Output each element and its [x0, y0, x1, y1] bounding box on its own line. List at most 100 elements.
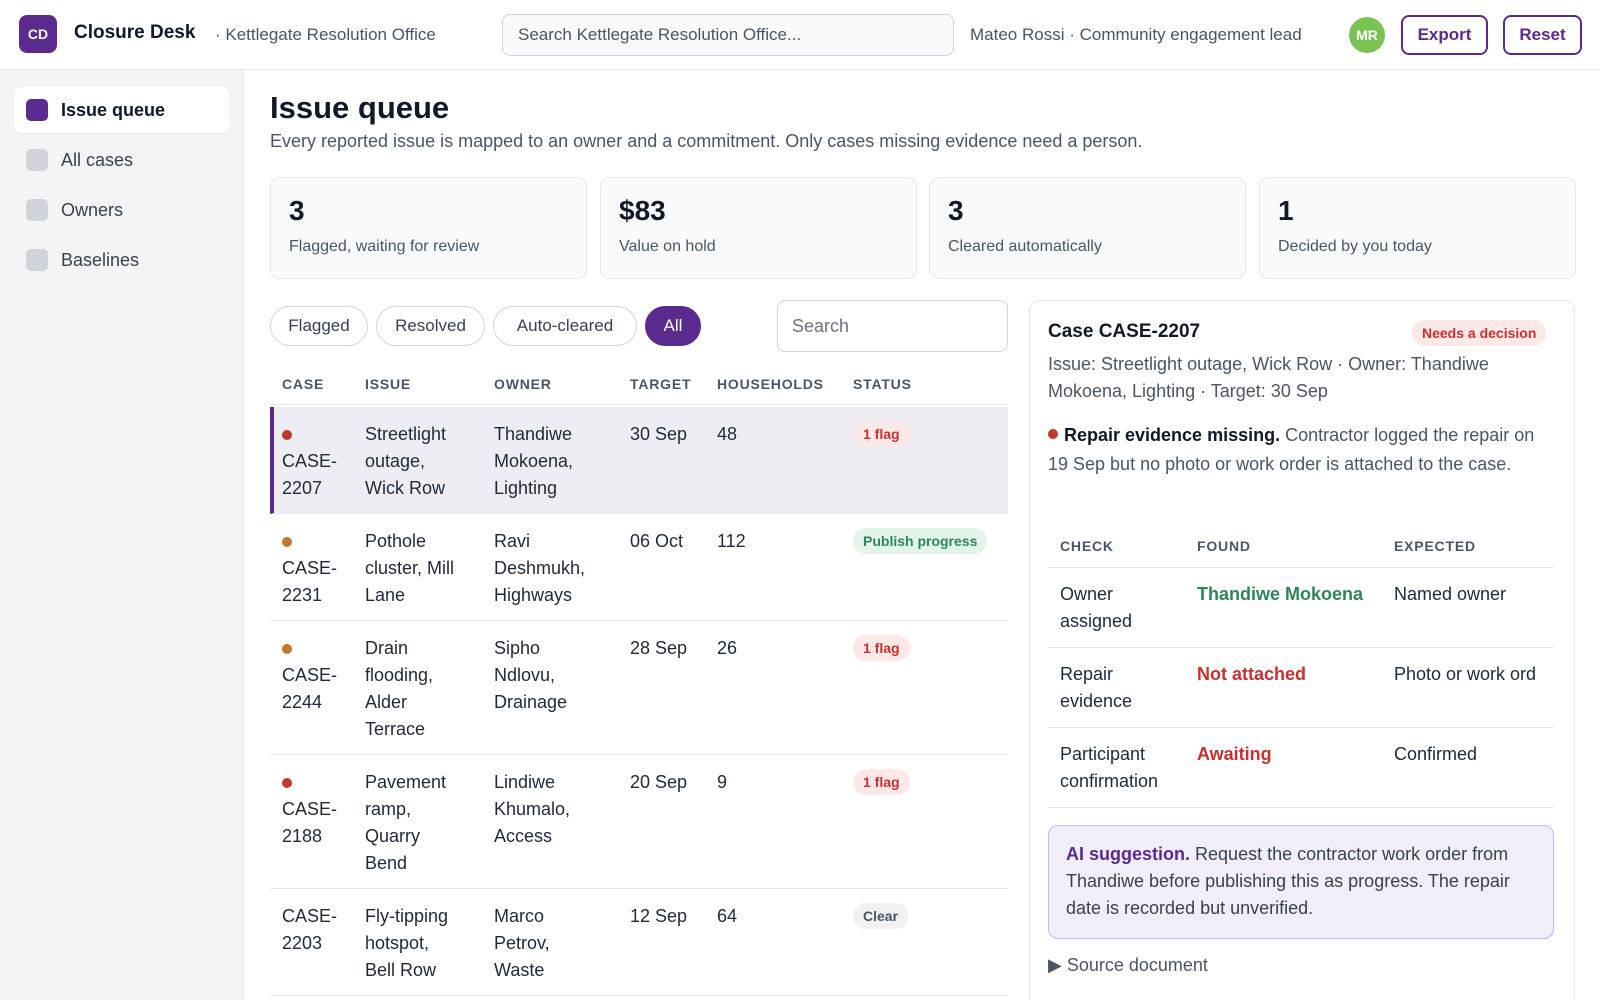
stat-value: 3 — [948, 195, 964, 226]
case-detail-title: Case CASE-2207 — [1048, 321, 1201, 342]
found-column-header: FOUND — [1197, 538, 1251, 554]
table-header-divider — [270, 404, 1008, 405]
sidebar-item-issue-queue[interactable]: Issue queue — [14, 87, 230, 133]
divider — [1048, 647, 1554, 648]
check-expected: Photo or work ord — [1394, 664, 1537, 684]
status-badge: Publish progress — [853, 528, 988, 554]
square-icon — [26, 199, 48, 221]
sidebar-item-label: Issue queue — [61, 99, 166, 120]
avatar[interactable]: MR — [1349, 17, 1385, 53]
reset-button[interactable]: Reset — [1503, 15, 1582, 55]
case-id: CASE- 2188 — [282, 799, 338, 846]
case-meta: Issue: Streetlight outage, Wick Row · Ow… — [1048, 354, 1489, 401]
stat-label: Cleared automatically — [948, 238, 1102, 255]
case-id: CASE- 2207 — [282, 451, 338, 498]
square-icon — [26, 249, 48, 271]
table-search-input[interactable] — [777, 300, 1008, 352]
check-found: Not attached — [1197, 664, 1307, 684]
check-name: Participant confirmation — [1060, 744, 1159, 791]
table-row[interactable]: CASE- 2244 Drain flooding, Alder Terrace S… — [270, 621, 1008, 755]
ai-suggestion-label: AI suggestion. — [1066, 844, 1191, 864]
check-found: Awaiting — [1197, 744, 1272, 764]
owner-text: Sipho Ndlovu, Drainage — [494, 638, 568, 712]
alert-title: Repair evidence missing. — [1064, 425, 1281, 445]
check-name: Repair evidence — [1060, 664, 1133, 711]
target-date: 30 Sep — [630, 424, 688, 444]
case-id: CASE- 2231 — [282, 558, 338, 605]
households-count: 64 — [717, 906, 738, 926]
status-badge: 1 flag — [853, 635, 910, 661]
column-header-issue[interactable]: ISSUE — [365, 376, 412, 392]
app-title: Closure Desk — [74, 22, 196, 43]
page-title: Issue queue — [270, 90, 450, 125]
status-dot-icon — [282, 778, 292, 788]
households-count: 48 — [717, 424, 738, 444]
sidebar-item-label: Baselines — [61, 249, 140, 270]
table-row[interactable]: CASE- 2203 Fly-tipping hotspot, Bell Row M… — [270, 889, 1008, 996]
ai-suggestion: AI suggestion. Request the contractor wo… — [1048, 825, 1554, 939]
check-expected: Confirmed — [1394, 744, 1478, 764]
check-column-header: CHECK — [1060, 538, 1114, 554]
target-date: 06 Oct — [630, 531, 684, 551]
ai-suggestion-text: Request the contractor work order from T… — [1066, 844, 1510, 918]
table-row[interactable]: CASE- 2188 Pavement ramp, Quarry Bend Lind… — [270, 755, 1008, 889]
case-id: CASE- 2244 — [282, 665, 338, 712]
divider — [1048, 807, 1554, 808]
issue-text: Drain flooding, Alder Terrace — [365, 638, 434, 739]
status-badge: Needs a decision — [1412, 320, 1547, 346]
column-header-status[interactable]: STATUS — [853, 376, 912, 392]
expected-column-header: EXPECTED — [1394, 538, 1476, 554]
issue-text: Fly-tipping hotspot, Bell Row — [365, 906, 449, 980]
filter-chip-all[interactable]: All — [645, 306, 701, 346]
alert-text: Contractor logged the repair on 19 Sep b… — [1048, 425, 1535, 474]
owner-text: Thandiwe Mokoena, Lighting — [494, 424, 574, 498]
target-date: 28 Sep — [630, 638, 688, 658]
alert-dot-icon — [1048, 429, 1058, 439]
stat-label: Value on hold — [619, 238, 716, 255]
app-logo: CD — [19, 15, 57, 53]
table-row[interactable]: CASE- 2231 Pothole cluster, Mill Lane Ravi… — [270, 514, 1008, 621]
filter-chip-flagged[interactable]: Flagged — [270, 306, 368, 346]
owner-text: Lindiwe Khumalo, Access — [494, 772, 571, 846]
status-dot-icon — [282, 644, 292, 654]
target-date: 12 Sep — [630, 906, 688, 926]
sidebar-item-owners[interactable]: Owners — [14, 187, 230, 233]
square-icon — [26, 149, 48, 171]
stat-label: Decided by you today — [1278, 238, 1432, 255]
status-badge: 1 flag — [853, 421, 910, 447]
check-expected: Named owner — [1394, 584, 1507, 604]
page-subtitle: Every reported issue is mapped to an own… — [270, 131, 1143, 151]
sidebar-item-all-cases[interactable]: All cases — [14, 137, 230, 183]
owner-text: Marco Petrov, Waste — [494, 906, 550, 980]
status-badge: 1 flag — [853, 769, 910, 795]
column-header-case[interactable]: CASE — [282, 376, 325, 392]
table-row[interactable]: CASE- 2207 Streetlight outage, Wick Row Th… — [270, 407, 1008, 514]
case-detail-panel: Case CASE-2207 Needs a decision Issue: S… — [1029, 300, 1575, 1000]
source-document-toggle[interactable]: ▶ Source document — [1048, 955, 1208, 975]
stat-value: 1 — [1278, 195, 1294, 226]
sidebar-item-label: All cases — [61, 149, 134, 170]
stat-label: Flagged, waiting for review — [289, 238, 480, 255]
export-button[interactable]: Export — [1401, 15, 1488, 55]
households-count: 112 — [717, 531, 746, 551]
sidebar-item-baselines[interactable]: Baselines — [14, 237, 230, 283]
top-bar: CD Closure Desk · Kettlegate Resolution … — [0, 0, 1600, 70]
square-icon — [26, 99, 48, 121]
owner-text: Ravi Deshmukh, Highways — [494, 531, 586, 605]
column-header-households[interactable]: HOUSEHOLDS — [717, 376, 824, 392]
households-count: 9 — [717, 772, 728, 792]
evidence-alert: Repair evidence missing. Contractor logg… — [1048, 421, 1548, 479]
column-header-target[interactable]: TARGET — [630, 376, 692, 392]
column-header-owner[interactable]: OWNER — [494, 376, 552, 392]
stat-card-flagged: 3 Flagged, waiting for review — [270, 177, 587, 279]
households-count: 26 — [717, 638, 738, 658]
sidebar-item-label: Owners — [61, 199, 124, 220]
stat-card-cleared: 3 Cleared automatically — [929, 177, 1246, 279]
stat-value: 3 — [289, 195, 305, 226]
filter-chip-auto-cleared[interactable]: Auto-cleared — [493, 306, 637, 346]
filter-chip-resolved[interactable]: Resolved — [376, 306, 485, 346]
issue-text: Pothole cluster, Mill Lane — [365, 531, 455, 605]
status-badge: Clear — [853, 903, 909, 929]
global-search-input[interactable] — [502, 14, 954, 56]
issue-text: Pavement ramp, Quarry Bend — [365, 772, 447, 873]
